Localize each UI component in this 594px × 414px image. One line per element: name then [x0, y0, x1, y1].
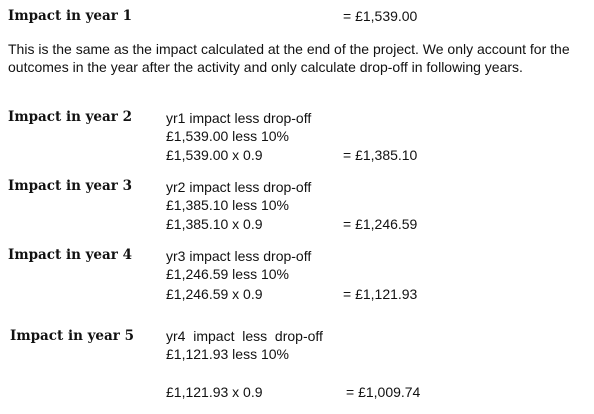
year2-line2: £1,539.00 less 10%: [166, 128, 289, 144]
explanation-paragraph: This is the same as the impact calculate…: [8, 41, 570, 75]
year3-result: = £1,246.59: [343, 216, 418, 232]
year2-result: = £1,385.10: [343, 147, 418, 163]
year5-result: = £1,009.74: [346, 384, 421, 400]
year5-line2: £1,121.93 less 10%: [166, 346, 289, 362]
year3-heading: Impact in year 3: [8, 178, 132, 194]
year3-line1: yr2 impact less drop-off: [166, 179, 312, 195]
year4-line1: yr3 impact less drop-off: [166, 248, 312, 264]
year5-heading: Impact in year 5: [10, 328, 134, 344]
year3-line2: £1,385.10 less 10%: [166, 197, 289, 213]
year4-result: = £1,121.93: [343, 286, 418, 302]
year4-line2: £1,246.59 less 10%: [166, 266, 289, 282]
year1-result: = £1,539.00: [343, 8, 418, 24]
year2-line3: £1,539.00 x 0.9: [166, 147, 263, 163]
year5-line3: £1,121.93 x 0.9: [166, 384, 263, 400]
year1-heading: Impact in year 1: [8, 8, 132, 24]
year4-line3: £1,246.59 x 0.9: [166, 286, 263, 302]
year5-line1: yr4 impact less drop-off: [166, 328, 323, 344]
year2-line1: yr1 impact less drop-off: [166, 110, 312, 126]
year2-heading: Impact in year 2: [8, 109, 132, 125]
year4-heading: Impact in year 4: [8, 247, 132, 263]
year3-line3: £1,385.10 x 0.9: [166, 216, 263, 232]
